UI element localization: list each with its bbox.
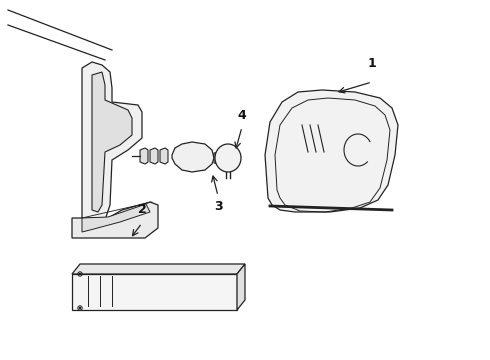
Ellipse shape	[215, 144, 241, 172]
Polygon shape	[237, 264, 245, 310]
Text: 4: 4	[238, 109, 246, 122]
Polygon shape	[82, 62, 142, 220]
Polygon shape	[265, 90, 398, 212]
Polygon shape	[150, 148, 158, 164]
Polygon shape	[72, 202, 158, 238]
Polygon shape	[92, 72, 132, 212]
Polygon shape	[72, 264, 245, 274]
Polygon shape	[172, 142, 214, 172]
Polygon shape	[72, 274, 237, 310]
Circle shape	[79, 273, 80, 275]
Text: 2: 2	[138, 203, 147, 216]
Text: 1: 1	[368, 57, 376, 70]
Polygon shape	[82, 204, 150, 232]
Polygon shape	[160, 148, 168, 164]
Circle shape	[79, 307, 80, 309]
Polygon shape	[140, 148, 148, 164]
Text: 3: 3	[214, 200, 222, 213]
Polygon shape	[214, 152, 220, 164]
